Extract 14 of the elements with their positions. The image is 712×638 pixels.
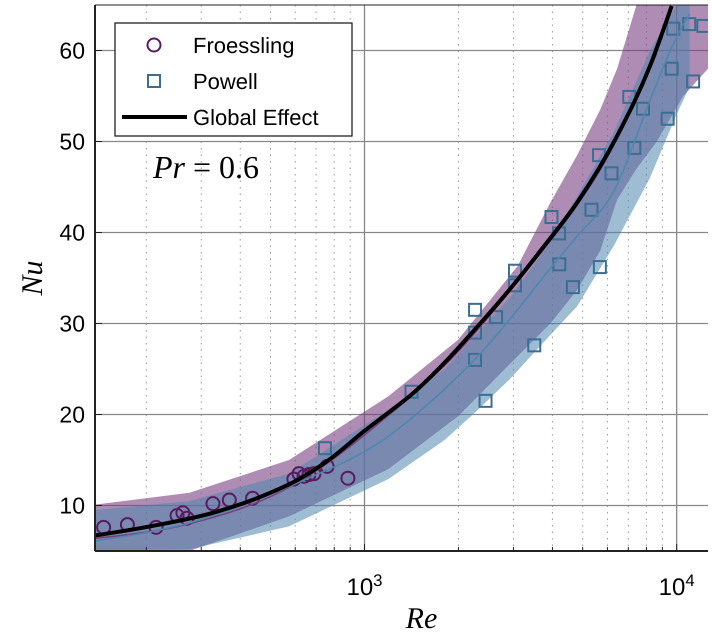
x-tick-label: 10$^{4}$ <box>658 570 695 601</box>
legend-label: Powell <box>193 69 258 94</box>
x-axis-title: Re <box>404 602 438 635</box>
y-tick-label: 30 <box>59 310 85 336</box>
x-tick-label: 10$^{3}$ <box>346 570 383 601</box>
y-axis-title: Nu <box>16 260 49 297</box>
y-tick-label: 40 <box>59 220 85 246</box>
legend-label: Global Effect <box>193 105 319 130</box>
y-tick-label: 20 <box>59 402 85 428</box>
legend-label: Froessling <box>193 33 294 58</box>
y-tick-label: 10 <box>59 492 85 518</box>
annotation: Pr = 0.6 <box>152 149 260 185</box>
y-tick-label: 50 <box>59 128 85 154</box>
y-tick-label: 60 <box>59 38 85 64</box>
